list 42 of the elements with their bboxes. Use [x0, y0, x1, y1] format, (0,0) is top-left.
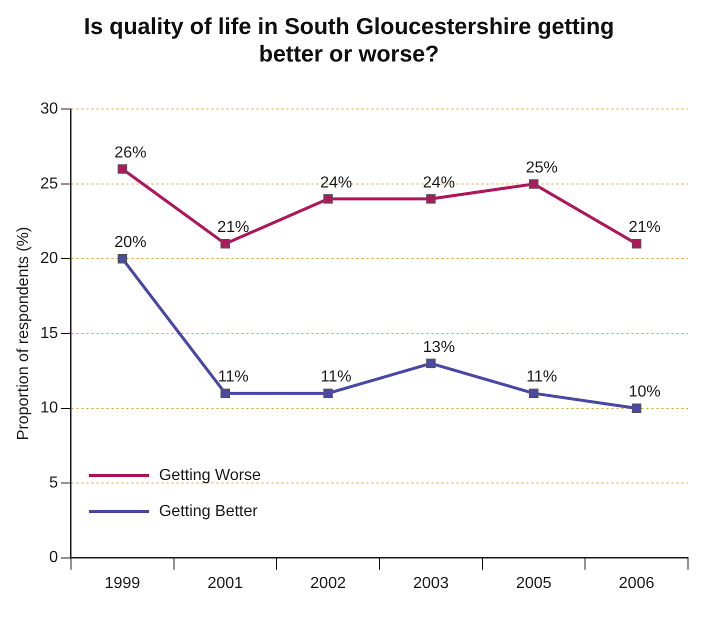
text: better or worse? [258, 40, 440, 67]
data-label: 26% [114, 144, 146, 162]
point [118, 164, 128, 174]
x-tick-label: 2006 [618, 574, 654, 592]
y-axis-title: Proportion of respondents (%) [15, 226, 32, 440]
data-label: 21% [628, 219, 661, 236]
data-label: 10% [628, 384, 661, 401]
y-tick-label: 10 [40, 400, 58, 417]
data-label: 11% [218, 368, 249, 386]
point [632, 404, 642, 414]
point [426, 194, 436, 204]
y-tick-label: 5 [49, 474, 58, 492]
data-label: 11% [320, 368, 352, 386]
point [220, 388, 230, 398]
y-tick-label: 25 [40, 175, 58, 192]
legend-label: Getting Worse [158, 466, 261, 485]
data-label: 21% [217, 219, 250, 236]
x-tick-label: 2005 [516, 574, 552, 592]
data-label: 11% [526, 368, 558, 386]
x-tick-label: 2003 [413, 574, 449, 592]
point [529, 179, 538, 189]
y-tick-label: 15 [40, 324, 58, 342]
point [632, 239, 642, 249]
x-tick-label: 1999 [104, 574, 140, 592]
point [426, 358, 436, 368]
data-label: 20% [114, 234, 146, 252]
text: Is quality of life in South Gloucestershire getting [84, 13, 614, 40]
y-tick-label: 20 [40, 250, 58, 268]
point [529, 388, 538, 398]
data-label: 25% [526, 159, 558, 176]
data-label: 24% [422, 174, 455, 192]
point [323, 388, 333, 398]
point [118, 254, 128, 264]
legend-label: Getting Better [158, 502, 258, 521]
point [220, 239, 230, 249]
point [323, 194, 333, 204]
data-label: 24% [320, 174, 352, 192]
data-label: 13% [422, 338, 455, 356]
x-tick-label: 2002 [310, 574, 346, 592]
x-tick-label: 2001 [207, 574, 244, 592]
y-tick-label: 30 [40, 100, 58, 118]
y-tick-label: 0 [49, 549, 58, 566]
